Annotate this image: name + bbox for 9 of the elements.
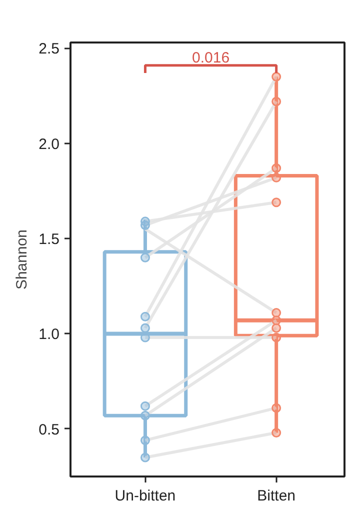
x-tick-label: Bitten <box>257 488 296 504</box>
annotation: 0.016 <box>192 49 230 66</box>
y-tick-label: 2.5 <box>38 40 60 58</box>
y-tick-label: 0.5 <box>38 421 60 438</box>
y-axis-title: Shannon <box>14 229 31 290</box>
y-tick-label: 1.0 <box>38 326 60 344</box>
y-tick-label: 2.0 <box>38 136 60 153</box>
x-tick-label: Un-bitten <box>114 488 176 504</box>
y-tick-label: 1.5 <box>38 231 60 248</box>
